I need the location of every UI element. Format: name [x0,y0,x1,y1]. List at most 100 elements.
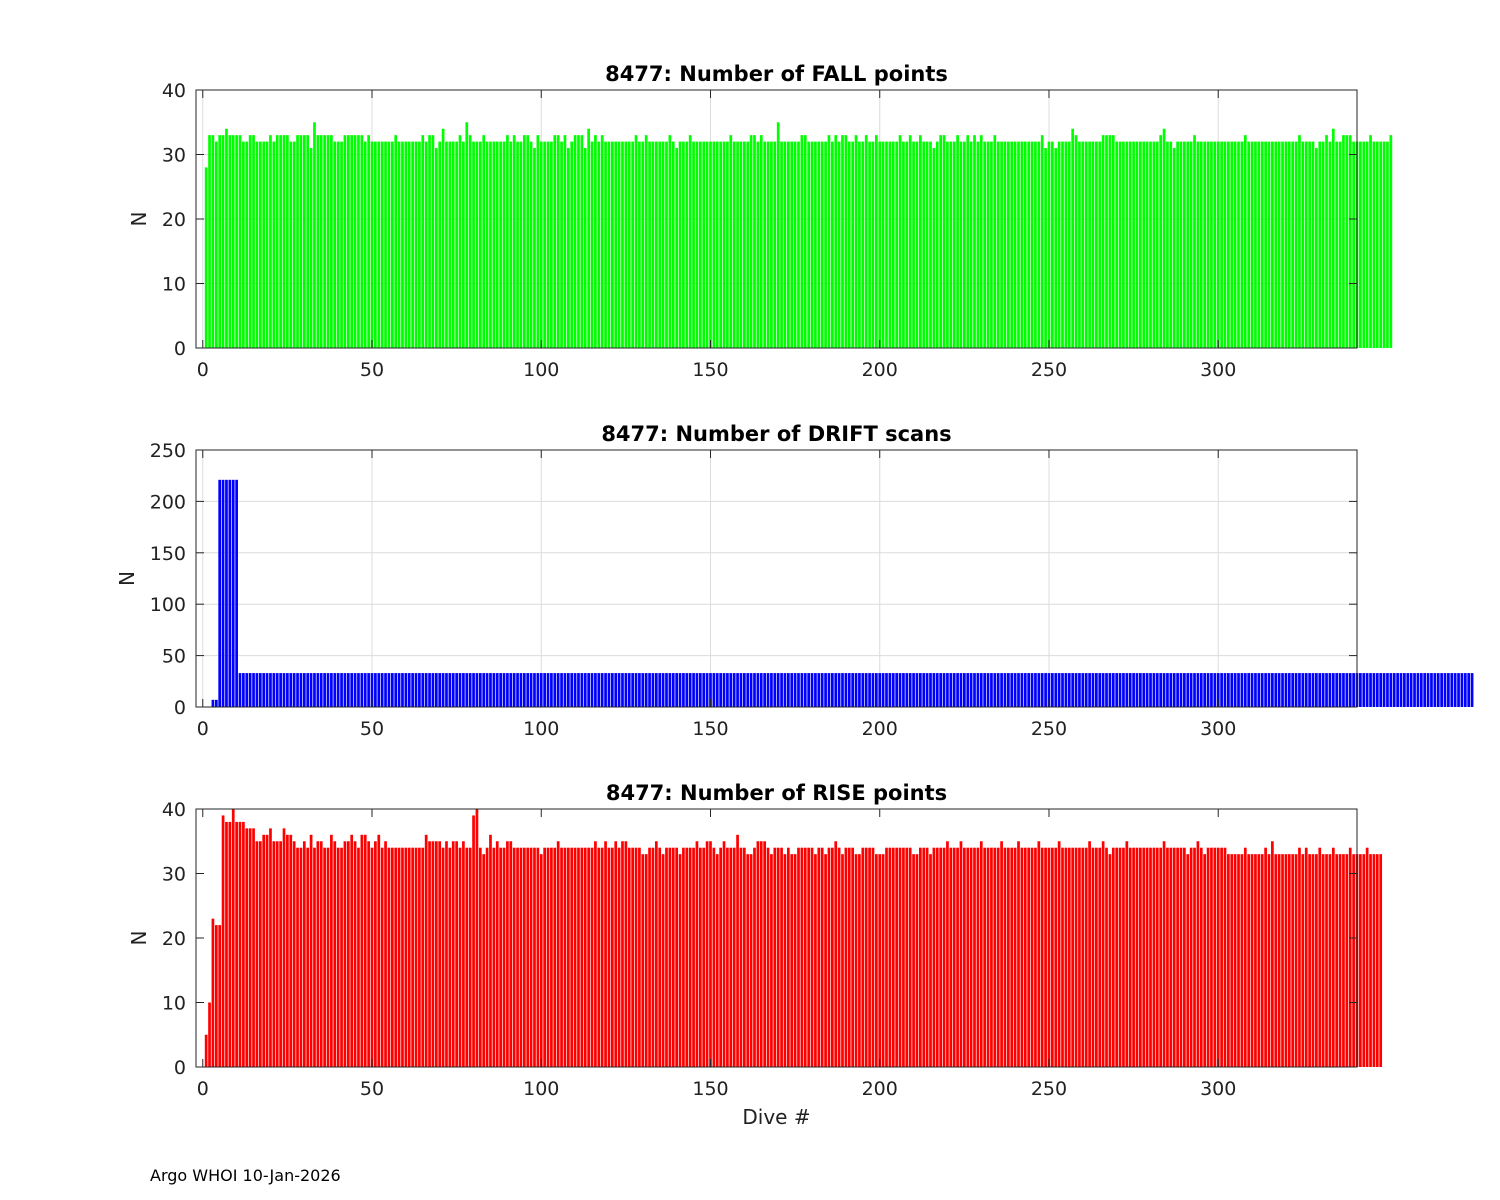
bar-dive-158 [736,141,739,348]
bar-dive-164 [756,141,760,348]
bar-dive-348 [1379,854,1383,1067]
bar-dive-62 [411,673,414,707]
bar-dive-220 [946,841,949,1067]
bar-dive-188 [837,847,841,1067]
bar-dive-42 [343,841,347,1067]
bar-dive-179 [807,847,811,1067]
bar-dive-300 [1216,847,1220,1067]
bar-dive-197 [868,847,871,1067]
bar-dive-121 [610,141,614,348]
bar-dive-57 [394,135,398,348]
bar-dive-16 [255,141,259,348]
bar-dive-123 [617,141,621,348]
x-tick-label: 300 [1200,1078,1236,1100]
bar-dive-15 [252,673,255,707]
bar-dive-249 [1044,847,1047,1067]
bar-dive-221 [949,847,953,1067]
bar-dive-75 [455,141,458,348]
bar-dive-307 [1240,854,1244,1067]
bar-dive-349 [1382,673,1386,707]
bar-dive-342 [1359,673,1362,707]
bar-dive-78 [465,673,469,707]
bar-dive-181 [814,673,817,707]
bar-dive-118 [600,847,604,1067]
bar-dive-281 [1152,847,1156,1067]
bar-dive-337 [1342,673,1345,707]
bar-dive-226 [966,847,970,1067]
bar-dive-49 [367,841,370,1067]
bar-dive-244 [1027,673,1031,707]
bar-dive-117 [597,673,601,707]
bar-dive-297 [1206,141,1210,348]
bar-dive-290 [1183,847,1186,1067]
bar-dive-327 [1308,141,1311,348]
bar-dive-307 [1240,673,1244,707]
bar-dive-123 [617,673,621,707]
bar-dive-184 [824,854,827,1067]
bar-dive-183 [820,847,824,1067]
bar-dive-210 [912,854,915,1067]
bar-dive-324 [1298,673,1301,707]
bar-dive-165 [759,135,763,348]
bar-dive-110 [573,847,577,1067]
bar-dive-262 [1088,141,1091,348]
bar-dive-239 [1010,141,1014,348]
bar-dive-211 [915,854,919,1067]
bar-dive-43 [346,673,350,707]
bar-dive-340 [1352,141,1355,348]
bar-dive-162 [749,135,753,348]
bar-dive-157 [732,141,736,348]
bar-dive-127 [631,141,634,348]
bar-dive-185 [827,847,831,1067]
bar-dive-64 [418,673,421,707]
bar-dive-201 [881,673,885,707]
x-tick-label: 0 [197,1078,209,1100]
bar-dive-202 [885,141,888,348]
bar-dive-266 [1101,841,1105,1067]
bar-dive-72 [445,841,448,1067]
bar-dive-242 [1020,141,1024,348]
bar-dive-70 [438,673,442,707]
bar-dive-77 [462,841,465,1067]
bar-dive-125 [624,673,628,707]
bar-dive-106 [560,141,563,348]
bar-dive-67 [428,135,431,348]
bar-dive-147 [698,847,702,1067]
bar-dive-217 [935,847,939,1067]
bar-dive-4 [214,699,218,707]
bar-dive-95 [522,135,526,348]
bar-dive-91 [509,673,513,707]
bar-dive-11 [238,135,242,348]
bar-dive-170 [776,122,780,348]
bar-dive-133 [651,673,655,707]
bar-dive-295 [1199,847,1203,1067]
bar-dive-253 [1057,673,1061,707]
bar-dive-55 [387,847,391,1067]
bar-dive-187 [834,673,838,707]
bar-dive-190 [844,673,848,707]
bar-dive-195 [861,673,865,707]
bar-dive-218 [939,847,943,1067]
bar-dive-190 [844,135,848,348]
bar-dive-338 [1345,673,1349,707]
bar-dive-256 [1067,673,1071,707]
bar-dive-161 [746,673,750,707]
bar-dive-298 [1210,673,1213,707]
bar-dive-204 [891,141,895,348]
bar-dive-51 [374,841,377,1067]
bar-dive-287 [1172,847,1176,1067]
bar-dive-342 [1359,854,1362,1067]
bar-dive-186 [830,847,834,1067]
bar-dive-126 [627,847,631,1067]
bar-dive-196 [864,135,868,348]
bar-dive-3 [211,135,215,348]
bar-dive-243 [1023,847,1027,1067]
y-axis-label: N [127,931,151,946]
bar-dive-241 [1017,673,1020,707]
bar-dive-123 [617,847,621,1067]
bar-dive-129 [638,141,641,348]
bar-dive-305 [1233,141,1237,348]
bar-dive-139 [671,673,675,707]
bar-dive-97 [529,141,533,348]
bar-dive-149 [705,673,709,707]
